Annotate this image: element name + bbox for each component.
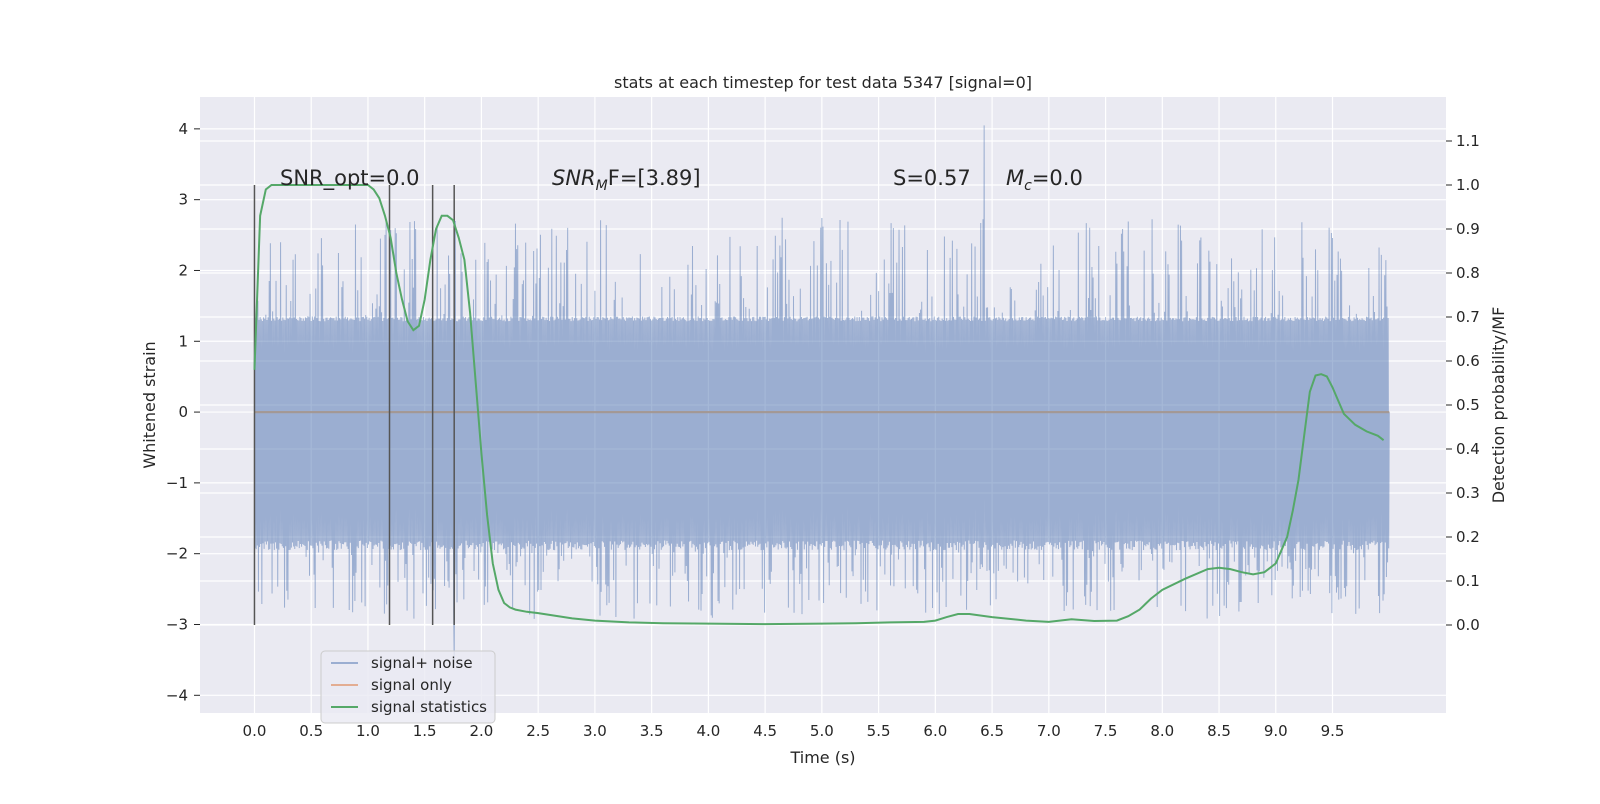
- legend-label-signal-only: signal only: [371, 676, 452, 694]
- annotation-snr-opt: SNR_opt=0.0: [280, 166, 420, 191]
- x-tick-label: 4.5: [753, 722, 777, 740]
- y-tick-label: 0: [178, 403, 188, 421]
- y-tick-label: −2: [166, 545, 188, 563]
- x-tick-label: 6.5: [980, 722, 1004, 740]
- x-tick-label: 0.5: [299, 722, 323, 740]
- annotation-mc-rest: =0.0: [1032, 166, 1083, 190]
- x-tick-label: 9.5: [1321, 722, 1345, 740]
- axis-ticks: 0.0 0.5 1.0 1.5 2.0 2.5 3.0 3.5 4.0 4.5 5.0 5.5 6.0 6…: [166, 120, 1480, 740]
- x-tick-label: 1.0: [356, 722, 380, 740]
- x-tick-label: 9.0: [1264, 722, 1288, 740]
- y-right-tick-label: 0.9: [1456, 220, 1480, 238]
- y-right-axis-label: Detection probability/MF: [1489, 307, 1508, 504]
- y-right-tick-label: 0.6: [1456, 352, 1480, 370]
- chart-title: stats at each timestep for test data 534…: [614, 73, 1032, 92]
- legend: signal+ noise signal only signal statist…: [320, 650, 496, 724]
- x-tick-label: 8.0: [1150, 722, 1174, 740]
- y-right-tick-label: 0.0: [1456, 616, 1480, 634]
- signal-statistics-series: [253, 184, 1385, 626]
- y-tick-label: 1: [178, 332, 188, 350]
- signal-statistics-line: [253, 184, 1385, 626]
- x-tick-label: 5.5: [867, 722, 891, 740]
- y-right-tick-label: 1.1: [1456, 132, 1480, 150]
- annotation-snr-mf-rest: F=[3.89]: [608, 166, 701, 190]
- signal-noise-line: [253, 125, 1390, 660]
- y-axis-label: Whitened strain: [140, 341, 159, 468]
- x-axis-label: Time (s): [789, 748, 855, 767]
- annotation-snr-mf-base: SNR: [552, 166, 596, 190]
- annotation-mc-base: M: [1006, 166, 1024, 190]
- y-right-tick-label: 0.8: [1456, 264, 1480, 282]
- signal-noise-series: [253, 125, 1390, 660]
- y-right-tick-label: 0.7: [1456, 308, 1480, 326]
- annotation-snr-mf-sub: M: [596, 178, 608, 194]
- y-right-tick-label: 0.2: [1456, 528, 1480, 546]
- y-tick-label: 4: [178, 120, 188, 138]
- legend-label-signal-noise: signal+ noise: [371, 654, 473, 672]
- x-tick-label: 8.5: [1207, 722, 1231, 740]
- y-right-tick-label: 0.5: [1456, 396, 1480, 414]
- y-tick-label: 2: [178, 261, 188, 279]
- y-tick-label: −4: [166, 686, 188, 704]
- x-tick-label: 6.0: [923, 722, 947, 740]
- x-tick-label: 4.0: [696, 722, 720, 740]
- marker-lines: [253, 185, 455, 625]
- legend-label-signal-statistics: signal statistics: [371, 698, 487, 716]
- x-tick-label: 3.5: [640, 722, 664, 740]
- x-tick-label: 2.0: [469, 722, 493, 740]
- y-right-tick-label: 0.3: [1456, 484, 1480, 502]
- x-tick-label: 0.0: [243, 722, 267, 740]
- annotation-mc-sub: c: [1024, 178, 1032, 194]
- y-right-tick-label: 0.1: [1456, 572, 1480, 590]
- annotation-s-value: S=0.57: [893, 166, 971, 190]
- x-tick-label: 2.5: [526, 722, 550, 740]
- y-tick-label: 3: [178, 191, 188, 209]
- x-tick-label: 7.5: [1094, 722, 1118, 740]
- y-right-tick-label: 1.0: [1456, 176, 1480, 194]
- annotation-snr-mf: SNRMF=[3.89]: [552, 166, 701, 194]
- annotation-mc: Mc=0.0: [1006, 166, 1083, 194]
- y-right-tick-label: 0.4: [1456, 440, 1480, 458]
- x-tick-label: 7.0: [1037, 722, 1061, 740]
- x-tick-label: 3.0: [583, 722, 607, 740]
- y-tick-label: −3: [166, 615, 188, 633]
- x-tick-label: 1.5: [413, 722, 437, 740]
- x-tick-label: 5.0: [810, 722, 834, 740]
- y-tick-label: −1: [166, 474, 188, 492]
- legend-box: [320, 650, 496, 724]
